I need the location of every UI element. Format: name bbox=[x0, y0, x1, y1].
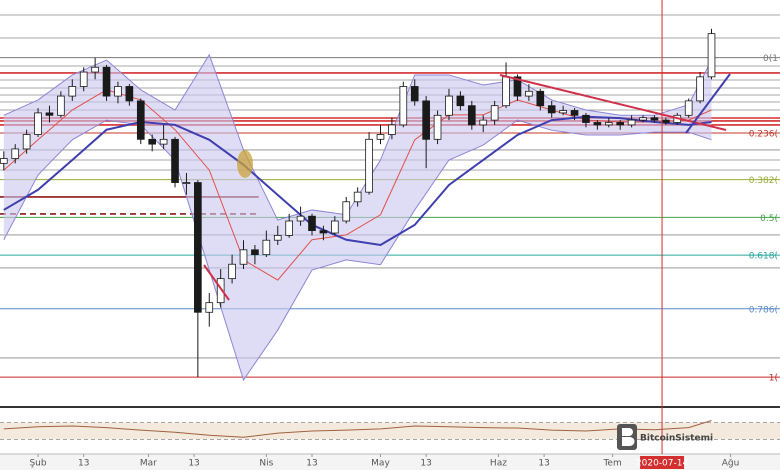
fib-label: 0.236( bbox=[749, 130, 778, 140]
candle-body bbox=[296, 215, 305, 222]
x-tick-label: Ağu bbox=[722, 459, 740, 469]
candle-body bbox=[502, 76, 510, 107]
trend-line bbox=[685, 73, 731, 134]
candle-body bbox=[136, 100, 145, 140]
moving-average bbox=[3, 89, 712, 281]
x-tick-label: 13 bbox=[78, 459, 89, 469]
bollinger-lower bbox=[3, 119, 712, 382]
candle-body bbox=[319, 230, 328, 234]
candle-body bbox=[45, 112, 54, 116]
candle-body bbox=[593, 122, 602, 126]
candle-body bbox=[159, 138, 168, 145]
x-tick-label: Mar bbox=[140, 459, 157, 469]
candle-body bbox=[639, 117, 647, 121]
candle-body bbox=[479, 119, 488, 126]
candle-body bbox=[650, 117, 659, 121]
candle-body bbox=[102, 66, 111, 97]
watermark: BitcoinSistemi bbox=[617, 424, 713, 450]
candle-body bbox=[662, 119, 670, 123]
candle-body bbox=[331, 220, 339, 234]
x-tick-label: Şub bbox=[29, 459, 46, 469]
candle-body bbox=[114, 86, 122, 97]
candle-body bbox=[228, 263, 236, 280]
candle-body bbox=[182, 182, 191, 184]
candle-body bbox=[467, 105, 476, 126]
candle-body bbox=[525, 90, 533, 97]
candle-body bbox=[536, 90, 545, 107]
candle-body bbox=[148, 138, 157, 145]
x-tick-label: Haz bbox=[490, 459, 507, 469]
candle-body bbox=[91, 66, 99, 73]
candle-body bbox=[79, 71, 88, 87]
x-axis-band bbox=[0, 454, 780, 470]
candle-body bbox=[125, 86, 134, 102]
candle-body bbox=[696, 76, 704, 102]
candle-body bbox=[433, 114, 442, 140]
x-tick-label: Nis bbox=[259, 459, 273, 469]
candle-body bbox=[513, 76, 522, 97]
candle-body bbox=[262, 239, 271, 256]
bollinger-upper bbox=[3, 53, 712, 221]
x-tick-label: Tem bbox=[602, 459, 621, 469]
candle-body bbox=[308, 215, 316, 232]
candle-body bbox=[216, 278, 225, 304]
fib-label: 0(1 bbox=[763, 54, 778, 64]
candle-body bbox=[285, 220, 293, 236]
candle-body bbox=[547, 105, 556, 114]
candle-body bbox=[410, 86, 419, 102]
candle-body bbox=[251, 249, 259, 256]
candle-body bbox=[239, 249, 248, 265]
candle-body bbox=[422, 100, 430, 140]
candle-body bbox=[342, 201, 351, 222]
watermark-text: BitcoinSistemi bbox=[640, 434, 713, 444]
candle-body bbox=[707, 33, 716, 78]
rsi-line bbox=[3, 420, 712, 438]
fib-label: 0.5( bbox=[760, 214, 778, 224]
crosshair-label-box bbox=[640, 456, 685, 469]
candle-body bbox=[0, 158, 8, 164]
candle-body bbox=[273, 235, 282, 241]
candle-body bbox=[22, 134, 31, 150]
trend-line bbox=[203, 264, 230, 301]
x-tick-label: 13 bbox=[306, 459, 317, 469]
x-tick-label: May bbox=[371, 459, 390, 469]
moving-average bbox=[3, 115, 712, 247]
fib-label: 0.618( bbox=[749, 252, 778, 262]
rsi-band bbox=[0, 422, 780, 440]
fib-label: 1( bbox=[769, 374, 778, 384]
x-tick-label: 13 bbox=[538, 459, 549, 469]
candle-body bbox=[388, 124, 396, 135]
candle-body bbox=[604, 122, 613, 126]
candle-body bbox=[353, 191, 362, 203]
trend-line bbox=[499, 74, 727, 131]
candle-body bbox=[684, 100, 693, 116]
candle-body bbox=[365, 138, 373, 193]
candle-body bbox=[11, 148, 20, 159]
candle-body bbox=[616, 122, 625, 126]
candle-body bbox=[171, 138, 179, 183]
fib-label: 0.382( bbox=[749, 176, 778, 186]
watermark-icon-glyph bbox=[622, 428, 635, 446]
candle-body bbox=[34, 112, 42, 135]
candle-body bbox=[399, 86, 408, 126]
candle-body bbox=[68, 86, 77, 97]
x-tick-label: 13 bbox=[188, 459, 199, 469]
candle-body bbox=[559, 110, 567, 114]
candle-body bbox=[627, 119, 636, 126]
candle-body bbox=[376, 134, 385, 140]
candle-body bbox=[205, 302, 214, 313]
candle-body bbox=[490, 105, 499, 121]
candle-body bbox=[456, 95, 465, 107]
crosshair-label: 2020-07-14 bbox=[636, 459, 689, 469]
candle-body bbox=[57, 95, 65, 116]
highlight-marker bbox=[237, 150, 253, 178]
price-pane: 0(1 0.236( 0.382( 0.5( 0.618( 0.786( 1( bbox=[0, 14, 780, 384]
fib-label: 0.786( bbox=[749, 305, 778, 315]
candle-body bbox=[570, 110, 579, 116]
candle-body bbox=[582, 114, 590, 123]
candle-body bbox=[445, 95, 453, 116]
x-tick-label: 13 bbox=[420, 459, 431, 469]
candle-body bbox=[194, 182, 202, 313]
